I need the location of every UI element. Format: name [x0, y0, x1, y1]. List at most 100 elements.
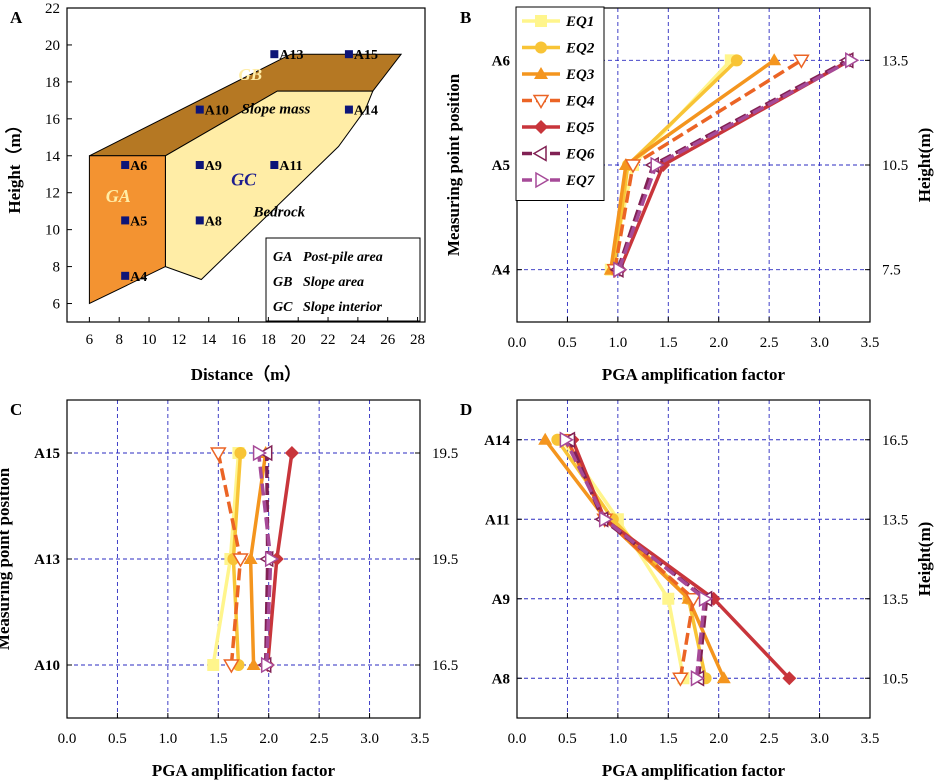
x-tick-label: 2.0: [259, 731, 278, 747]
data-point-marker: [207, 659, 220, 671]
bedrock-label: Bedrock: [252, 205, 305, 221]
legend-text: Slope area: [303, 275, 364, 290]
legend-label: EQ6: [565, 147, 595, 163]
height-label: 13.5: [882, 592, 908, 608]
position-label: A15: [34, 446, 60, 462]
series-legend: EQ1 EQ2 EQ3 EQ4 EQ5 EQ6 EQ7: [515, 6, 605, 201]
data-point-marker: [716, 671, 731, 684]
measuring-point-label: A13: [279, 48, 303, 63]
measuring-point-label: A15: [354, 48, 378, 63]
legend-key: GC: [273, 300, 293, 315]
x-tick-label: 1.0: [608, 731, 627, 747]
x-tick-label: 1.5: [659, 731, 678, 747]
measuring-point-label: A14: [354, 104, 378, 119]
height-label: 10.5: [882, 158, 908, 174]
measuring-point-marker: [121, 161, 130, 169]
position-label: A9: [492, 592, 510, 608]
series-eq6: [609, 51, 854, 279]
legend-swatch-marker: [532, 94, 550, 109]
position-label: A4: [492, 263, 511, 279]
x-tick-label: 0.0: [508, 335, 527, 351]
position-label: A13: [34, 552, 60, 568]
position-label: A14: [484, 433, 510, 449]
y-axis-label: Height（m）: [4, 116, 24, 213]
series-line: [563, 439, 707, 679]
x-tick-label: 3.5: [861, 731, 880, 747]
measuring-point-label: A10: [205, 104, 229, 119]
measuring-point-label: A8: [205, 214, 222, 229]
x-tick-label: 0.0: [508, 731, 527, 747]
region-gc-label: GC: [231, 169, 257, 189]
series-eq4: [606, 54, 810, 279]
region-ga-label: GA: [106, 186, 131, 206]
x-tick-label: 2.5: [760, 335, 779, 351]
panel-a-slope-diagram: A GB Slope mass GA GC Bedrock A4 A5 A6 A8 A9 A10 A11…: [4, 1, 426, 384]
region-gb-label: GB: [239, 65, 263, 84]
legend-label: EQ4: [565, 94, 595, 110]
data-point-marker: [672, 672, 689, 687]
panel-d-chart: D 0.0 0.5 1.0 1.5 2.0 2.5 3.0 3.5 PGA amplificati…: [460, 399, 934, 780]
legend-box: [265, 237, 421, 322]
x-tick-label: 24: [350, 332, 366, 348]
position-label: A8: [492, 671, 510, 687]
position-label: A5: [492, 158, 510, 174]
x-tick-label: 0.0: [58, 731, 77, 747]
position-label: A10: [34, 658, 60, 674]
y-tick-label: 20: [45, 38, 60, 54]
x-tick-label: 2.0: [709, 731, 728, 747]
legend-swatch-marker: [535, 41, 547, 54]
x-tick-label: 3.5: [411, 731, 430, 747]
legend-key: GA: [273, 250, 292, 265]
position-label: A11: [485, 512, 510, 528]
panel-letter: C: [10, 400, 22, 419]
x-tick-label: 22: [321, 332, 336, 348]
panel-letter: D: [460, 400, 472, 419]
measuring-point-marker: [195, 216, 204, 225]
x-tick-label: 3.0: [360, 731, 379, 747]
legend-swatch-marker: [535, 171, 550, 189]
region-legend: GA Post-pile area GB Slope area GC Slope inte…: [265, 237, 421, 322]
data-point-marker: [662, 592, 675, 605]
data-point-marker: [559, 431, 574, 449]
series-eq4: [559, 434, 702, 687]
region-gc: [164, 90, 374, 281]
series-eq1: [556, 433, 690, 685]
panel-letter: A: [10, 8, 23, 27]
legend-label: EQ2: [565, 41, 595, 57]
x-tick-label: 3.0: [810, 335, 829, 351]
data-point-marker: [232, 553, 249, 568]
right-axis-label: Height(m): [915, 128, 934, 203]
legend-label: EQ5: [565, 120, 595, 136]
data-point-marker: [724, 54, 737, 67]
legend-label: EQ1: [565, 14, 594, 30]
height-label: 13.5: [882, 53, 908, 69]
legend-label: EQ3: [565, 67, 595, 83]
data-point-marker: [845, 51, 860, 69]
x-tick-label: 8: [115, 332, 123, 348]
legend-box: [515, 6, 605, 201]
axes-frame: [516, 399, 871, 719]
x-tick-label: 14: [201, 332, 217, 348]
y-tick-label: 12: [45, 186, 60, 202]
measuring-point-marker: [121, 271, 130, 280]
measuring-point-marker: [121, 216, 130, 225]
x-tick-label: 1.0: [158, 731, 177, 747]
x-tick-label: 1.5: [209, 731, 228, 747]
y-axis-label: Measuring point position: [444, 73, 463, 256]
x-tick-label: 28: [410, 332, 425, 348]
data-point-marker: [260, 656, 276, 674]
series-line: [570, 439, 791, 680]
legend-swatch-marker: [535, 15, 547, 27]
panel-letter: B: [460, 8, 471, 27]
data-point-marker: [624, 159, 642, 174]
slope-mass-label: Slope mass: [242, 101, 311, 117]
data-point-marker: [246, 658, 261, 670]
data-point-marker: [223, 659, 240, 674]
x-tick-label: 6: [86, 332, 94, 348]
data-point-marker: [767, 53, 782, 66]
x-tick-label: 0.5: [558, 335, 577, 351]
height-label: 19.5: [432, 446, 458, 462]
x-tick-label: 18: [261, 332, 276, 348]
data-point-marker: [613, 261, 628, 279]
x-tick-label: 26: [380, 332, 396, 348]
